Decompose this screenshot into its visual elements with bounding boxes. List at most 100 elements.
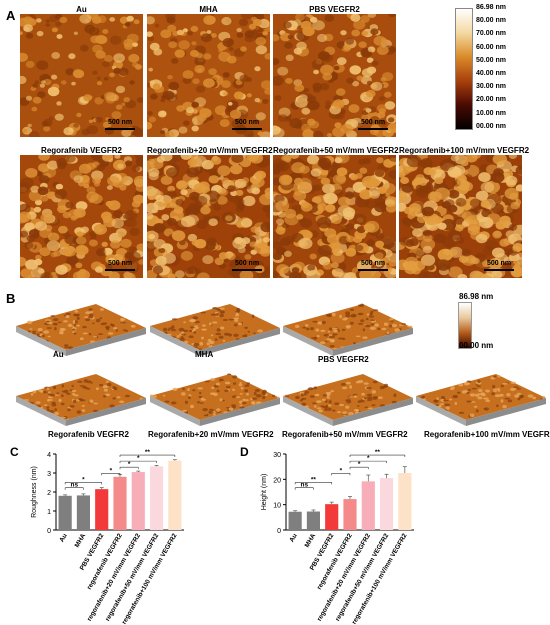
colorbar-tick-label: 70.00 nm	[476, 30, 506, 38]
significance-label: *	[340, 467, 343, 474]
panel-a-colorbar	[455, 8, 473, 130]
scale-bar: 500 nm	[232, 260, 262, 271]
panel-a-label: A	[6, 8, 16, 23]
y-tick-label: 0	[277, 528, 281, 535]
afm-3d-surface	[150, 304, 280, 356]
y-tick-label: 2	[47, 490, 51, 497]
x-tick-label: MHA	[74, 532, 88, 549]
y-tick-label: 1	[47, 509, 51, 516]
y-tick-label: 3	[47, 471, 51, 478]
y-axis-label: Roughness (nm)	[31, 466, 38, 518]
afm-3d-title: Regorafenib+50 mV/mm VEGFR2	[282, 430, 408, 439]
bar	[113, 476, 127, 530]
scale-bar-label: 500 nm	[107, 260, 133, 267]
y-tick-label: 4	[47, 452, 51, 459]
y-tick-label: 10	[273, 503, 281, 510]
panel-b-colorbar	[458, 302, 472, 349]
significance-label: *	[367, 455, 370, 462]
bar	[343, 499, 357, 530]
bar	[131, 472, 145, 530]
scale-bar-label: 500 nm	[234, 260, 260, 267]
y-tick-label: 20	[273, 477, 281, 484]
scale-bar-line	[232, 128, 262, 130]
colorbar-tick-label: 10.00 nm	[476, 109, 506, 117]
afm-3d-title: PBS VEGFR2	[318, 355, 369, 364]
y-tick-label: 0	[47, 528, 51, 535]
scale-bar: 500 nm	[105, 119, 135, 130]
scale-bar-label: 500 nm	[360, 119, 386, 126]
colorbar-tick-label: 60.00 nm	[476, 43, 506, 51]
scale-bar-line	[105, 128, 135, 130]
afm-image: 500 nm	[273, 14, 396, 137]
significance-label: *	[358, 461, 361, 468]
afm-image: 500 nm	[399, 155, 522, 278]
significance-label: **	[311, 476, 317, 483]
x-tick-label: Au	[288, 532, 298, 543]
afm-3d-surface	[283, 303, 413, 356]
significance-label: *	[128, 461, 131, 468]
chart-panel-label: D	[240, 445, 249, 459]
colorbar-tick-label: 30.00 nm	[476, 83, 506, 91]
afm-3d-surface	[150, 373, 280, 426]
panel-b-label: B	[6, 291, 16, 306]
scale-bar-label: 500 nm	[486, 260, 512, 267]
afm-3d-surface	[16, 304, 146, 356]
bar	[76, 495, 91, 530]
scale-bar: 500 nm	[358, 119, 388, 130]
x-tick-label: Au	[58, 532, 68, 543]
significance-label: ns	[70, 482, 78, 489]
afm-3d-title: Regorafenib VEGFR2	[48, 430, 129, 439]
bar	[306, 511, 321, 530]
scale-bar-line	[484, 269, 514, 271]
colorbar-tick-label: 50.00 nm	[476, 56, 506, 64]
scale-bar-line	[358, 128, 388, 130]
panel-b-colorbar-min: 00.00 nm	[459, 341, 494, 350]
y-tick-label: 30	[273, 452, 281, 459]
bar	[288, 511, 302, 530]
colorbar-tick-label: 20.00 nm	[476, 96, 506, 104]
afm-image-title: Regorafenib+100 mV/mm VEGFR2	[399, 146, 530, 155]
scale-bar-line	[232, 269, 262, 271]
afm-image: 500 nm	[273, 155, 396, 278]
colorbar-tick-label: 80.00 nm	[476, 17, 506, 25]
afm-3d-title: Regorafenib+20 mV/mm VEGFR2	[148, 430, 274, 439]
bar	[379, 478, 394, 530]
scale-bar-line	[105, 269, 135, 271]
significance-label: *	[110, 467, 113, 474]
bar	[168, 460, 182, 530]
x-tick-label: MHA	[304, 532, 318, 549]
afm-3d-surface	[16, 374, 146, 426]
bar	[361, 481, 375, 530]
scale-bar-label: 500 nm	[360, 260, 386, 267]
significance-label: **	[145, 449, 151, 456]
significance-label: ns	[300, 482, 308, 489]
afm-3d-title: MHA	[195, 350, 214, 359]
afm-image-title: Au	[76, 5, 87, 14]
afm-image-title: PBS VEGFR2	[309, 5, 360, 14]
bar	[95, 489, 109, 530]
bar	[325, 504, 339, 530]
chart-panel-label: C	[10, 445, 19, 459]
bar	[398, 473, 412, 530]
scale-bar-label: 500 nm	[107, 119, 133, 126]
panel-b-colorbar-max: 86.98 nm	[459, 292, 494, 301]
scale-bar: 500 nm	[358, 260, 388, 271]
scale-bar-line	[358, 269, 388, 271]
afm-3d-title: Regorafenib+100 mV/mm VEGFR2	[424, 430, 550, 439]
afm-3d-surface	[283, 374, 413, 426]
significance-label: *	[137, 455, 140, 462]
afm-image: 500 nm	[147, 14, 270, 137]
afm-3d-title: Au	[53, 350, 64, 359]
colorbar-tick-label: 40.00 nm	[476, 70, 506, 77]
scale-bar: 500 nm	[232, 119, 262, 130]
bar	[149, 466, 164, 530]
bar	[58, 495, 72, 530]
colorbar-tick-label: 86.98 nm	[476, 4, 506, 11]
afm-image: 500 nm	[147, 155, 270, 278]
scale-bar: 500 nm	[484, 260, 514, 271]
significance-label: *	[82, 476, 85, 483]
afm-image-title: Regorafenib+20 mV/mm VEGFR2	[147, 146, 273, 155]
afm-3d-surface	[416, 374, 546, 426]
